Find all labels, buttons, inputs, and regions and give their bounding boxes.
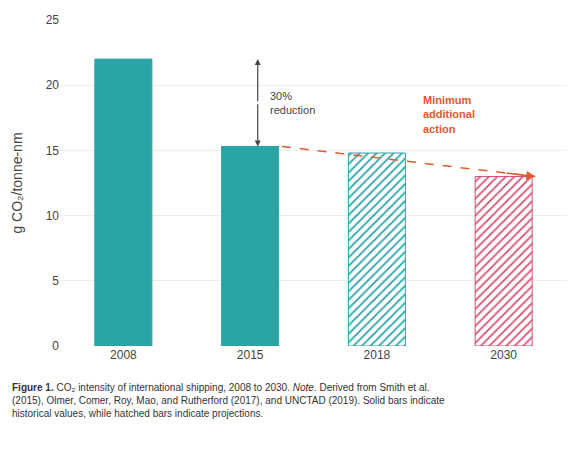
- svg-text:25: 25: [46, 13, 60, 27]
- svg-text:g CO₂/tonne-nm: g CO₂/tonne-nm: [9, 132, 25, 233]
- svg-text:Figure 1. CO₂ intensity of int: Figure 1. CO₂ intensity of international…: [12, 382, 445, 419]
- svg-text:2018: 2018: [364, 348, 391, 362]
- svg-text:Minimumadditionalaction: Minimumadditionalaction: [423, 94, 475, 135]
- svg-text:0: 0: [52, 339, 59, 353]
- svg-text:15: 15: [46, 144, 60, 158]
- svg-text:5: 5: [52, 274, 59, 288]
- svg-text:30%reduction: 30%reduction: [270, 90, 315, 116]
- svg-text:10: 10: [46, 209, 60, 223]
- svg-text:2015: 2015: [237, 348, 264, 362]
- svg-text:2030: 2030: [490, 348, 517, 362]
- svg-text:2008: 2008: [110, 348, 137, 362]
- svg-text:20: 20: [46, 78, 60, 92]
